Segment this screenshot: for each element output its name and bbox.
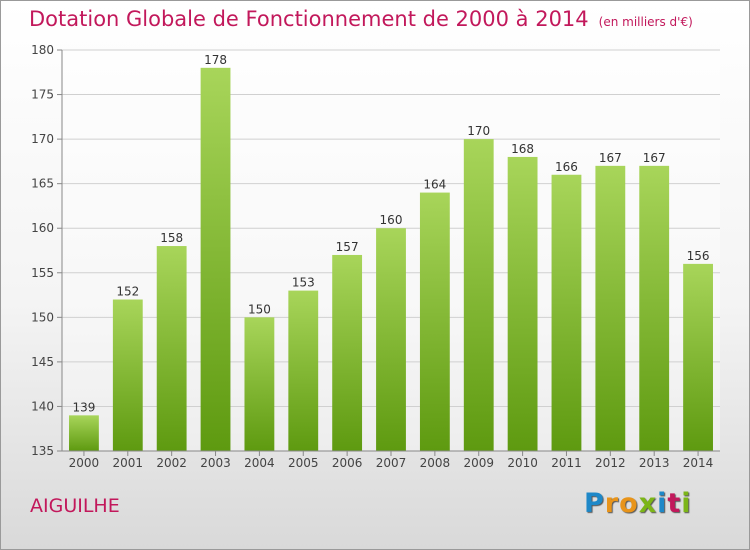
bar-2006 (332, 254, 363, 451)
bar-2013 (639, 165, 670, 451)
data-label-2001: 152 (116, 285, 139, 299)
bar-2007 (376, 228, 406, 451)
y-tick-label: 140 (31, 399, 54, 413)
x-tick-label: 2014 (683, 456, 714, 470)
chart-title-text: Dotation Globale de Fonctionnement de 20… (29, 7, 589, 31)
y-tick-label: 175 (31, 88, 54, 102)
bar-2004 (244, 317, 275, 451)
data-label-2009: 170 (467, 124, 490, 138)
proxiti-logo: Proxiti (584, 488, 692, 519)
data-label-2004: 150 (248, 302, 271, 316)
commune-name: AIGUILHE (30, 495, 120, 517)
logo-letter: o (619, 488, 639, 519)
bar-2002 (156, 246, 187, 451)
data-label-2014: 156 (687, 249, 710, 263)
logo-letter: i (681, 488, 692, 519)
bar-2009 (463, 139, 494, 451)
logo-letter: r (604, 488, 620, 519)
data-label-2008: 164 (423, 178, 446, 192)
logo-letter: P (584, 488, 605, 519)
bar-2003 (200, 67, 231, 452)
y-tick-label: 180 (31, 43, 54, 57)
x-tick-label: 2009 (463, 456, 494, 470)
logo-letter: x (638, 488, 658, 519)
y-tick-label: 155 (31, 266, 54, 280)
x-tick-label: 2013 (639, 456, 670, 470)
data-label-2006: 157 (336, 240, 359, 254)
data-label-2011: 166 (555, 160, 578, 174)
y-tick-label: 135 (31, 444, 54, 458)
data-label-2013: 167 (643, 151, 666, 165)
x-tick-label: 2012 (595, 456, 626, 470)
bar-2000 (69, 415, 99, 451)
y-tick-label: 145 (31, 355, 54, 369)
x-tick-label: 2000 (69, 456, 100, 470)
x-tick-label: 2003 (200, 456, 231, 470)
data-label-2003: 178 (204, 53, 227, 67)
x-tick-label: 2011 (551, 456, 582, 470)
logo-letter: t (667, 488, 682, 519)
bar-2005 (288, 290, 319, 451)
x-tick-label: 2005 (288, 456, 319, 470)
y-tick-label: 150 (31, 310, 54, 324)
x-tick-label: 2002 (156, 456, 187, 470)
data-label-2007: 160 (380, 213, 403, 227)
data-label-2005: 153 (292, 276, 315, 290)
bar-2008 (419, 192, 450, 452)
bar-2014 (683, 263, 713, 451)
data-label-2002: 158 (160, 231, 183, 245)
x-tick-label: 2008 (420, 456, 451, 470)
x-tick-label: 2006 (332, 456, 363, 470)
chart-subtitle: (en milliers d'€) (598, 15, 693, 29)
logo-letter: i (657, 488, 668, 519)
x-tick-label: 2010 (507, 456, 538, 470)
x-tick-label: 2007 (376, 456, 407, 470)
data-label-2010: 168 (511, 142, 534, 156)
bar-2011 (551, 174, 582, 451)
bar-2012 (595, 165, 626, 451)
x-tick-label: 2004 (244, 456, 275, 470)
x-tick-label: 2001 (113, 456, 144, 470)
data-label-2000: 139 (72, 400, 95, 414)
bar-2001 (112, 299, 143, 451)
y-tick-label: 160 (31, 221, 54, 235)
chart-title: Dotation Globale de Fonctionnement de 20… (29, 7, 693, 31)
y-tick-label: 165 (31, 177, 54, 191)
bar-2010 (507, 156, 538, 451)
y-tick-label: 170 (31, 132, 54, 146)
data-label-2012: 167 (599, 151, 622, 165)
